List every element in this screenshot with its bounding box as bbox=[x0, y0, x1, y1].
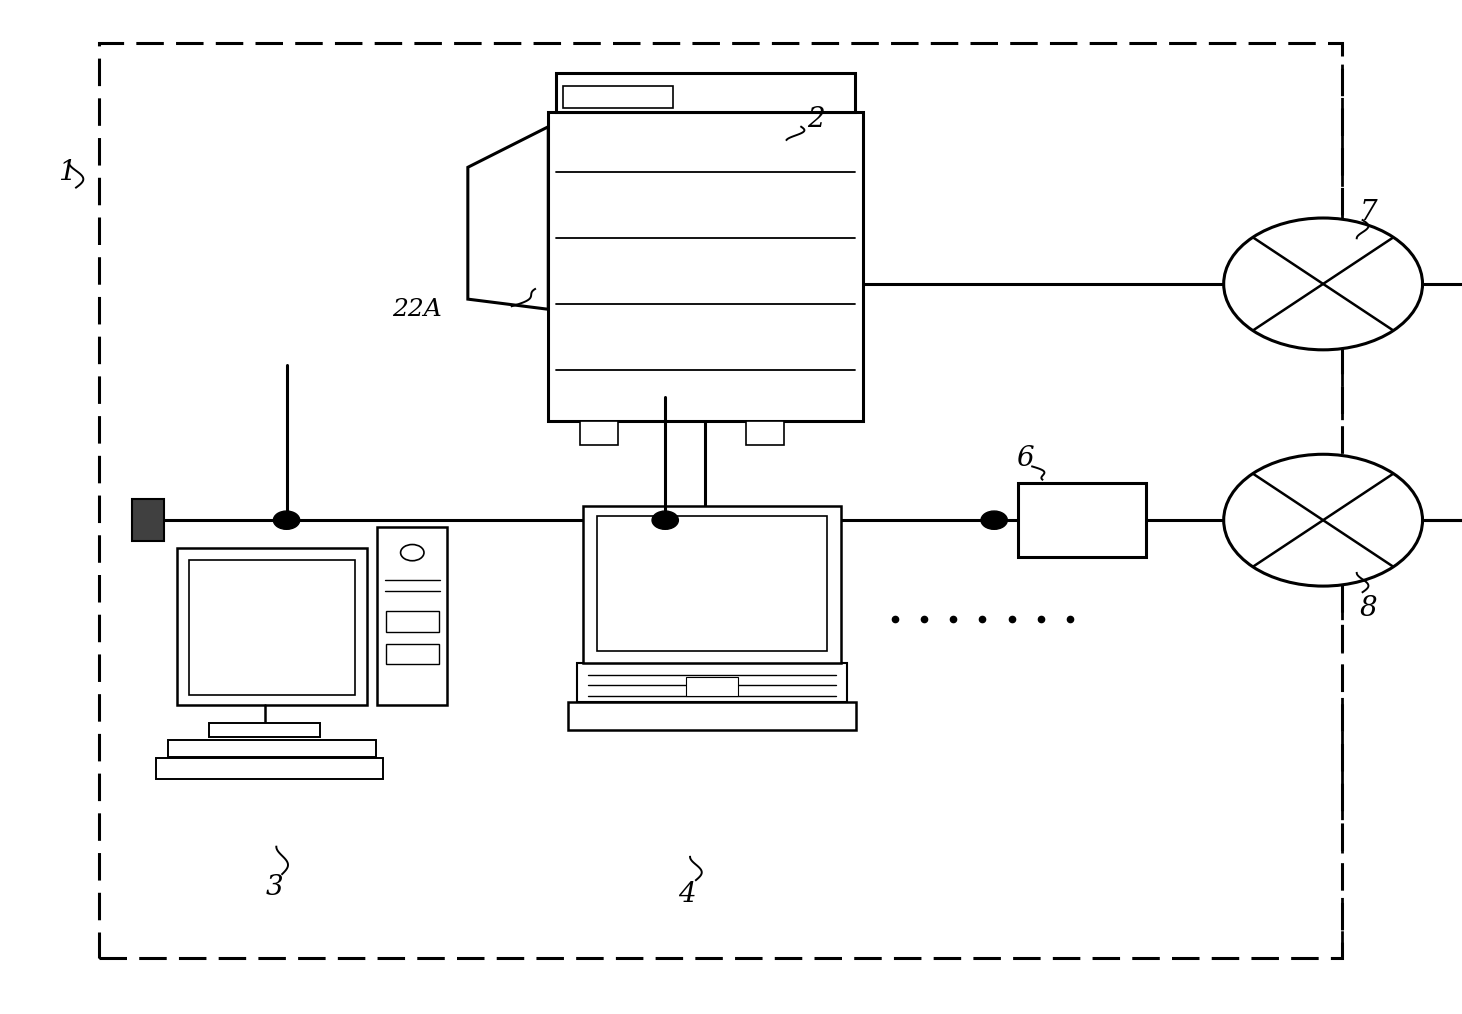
Text: 4: 4 bbox=[678, 881, 696, 908]
Bar bbox=[686, 677, 738, 696]
Text: 7: 7 bbox=[1360, 200, 1377, 226]
Bar bbox=[580, 421, 618, 445]
Bar bbox=[386, 644, 439, 664]
Circle shape bbox=[652, 511, 678, 529]
Bar bbox=[377, 527, 447, 705]
Circle shape bbox=[273, 511, 300, 529]
Text: 22A: 22A bbox=[392, 298, 442, 320]
Bar bbox=[177, 548, 367, 705]
Bar bbox=[596, 516, 827, 651]
Bar bbox=[168, 740, 376, 757]
Text: 3: 3 bbox=[266, 874, 284, 900]
Bar bbox=[746, 421, 784, 445]
Bar bbox=[563, 86, 673, 108]
Ellipse shape bbox=[1224, 218, 1423, 350]
Bar bbox=[189, 560, 355, 695]
Text: 1: 1 bbox=[58, 159, 76, 186]
Ellipse shape bbox=[1224, 454, 1423, 586]
Circle shape bbox=[401, 545, 424, 561]
Bar bbox=[386, 611, 439, 632]
Bar bbox=[576, 663, 846, 702]
Text: 6: 6 bbox=[1016, 445, 1034, 472]
Bar bbox=[548, 112, 863, 421]
Bar bbox=[567, 702, 857, 730]
Bar bbox=[132, 499, 164, 541]
Bar bbox=[1018, 484, 1146, 558]
Circle shape bbox=[981, 511, 1007, 529]
Bar bbox=[99, 43, 1342, 958]
Bar bbox=[556, 73, 855, 112]
Bar bbox=[156, 758, 383, 779]
Bar bbox=[209, 723, 320, 737]
Text: 2: 2 bbox=[807, 106, 825, 133]
Text: 8: 8 bbox=[1360, 595, 1377, 622]
Bar bbox=[582, 506, 841, 663]
Polygon shape bbox=[468, 127, 548, 309]
